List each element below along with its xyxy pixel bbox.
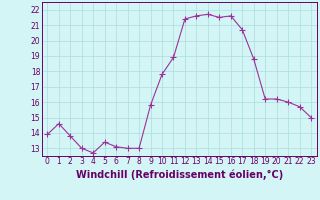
X-axis label: Windchill (Refroidissement éolien,°C): Windchill (Refroidissement éolien,°C) [76,169,283,180]
